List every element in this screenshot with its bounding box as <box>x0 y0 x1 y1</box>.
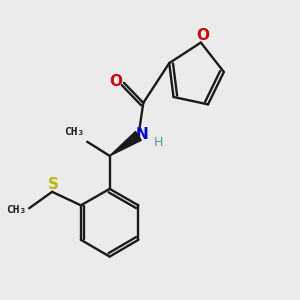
Text: CH₃: CH₃ <box>64 127 84 137</box>
Text: O: O <box>196 28 209 43</box>
Polygon shape <box>110 131 141 156</box>
Text: N: N <box>136 127 149 142</box>
Text: O: O <box>110 74 122 89</box>
Text: H: H <box>154 136 163 149</box>
Text: CH₃: CH₃ <box>6 205 26 215</box>
Text: S: S <box>48 177 59 192</box>
